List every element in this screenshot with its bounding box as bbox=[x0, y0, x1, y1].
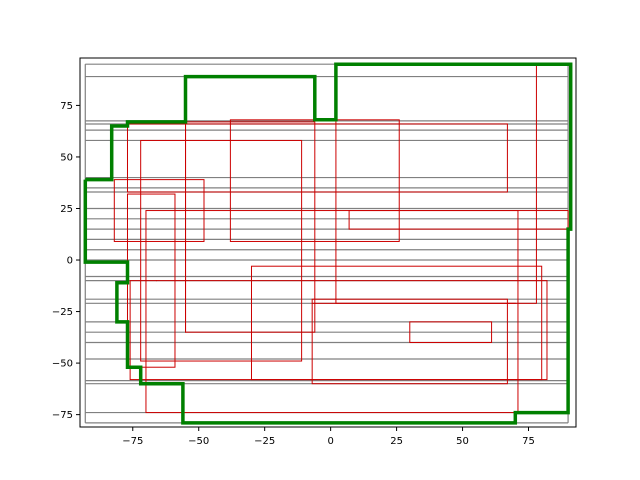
axes-frame bbox=[79, 57, 577, 428]
green-path bbox=[83, 62, 573, 425]
red-box-11 bbox=[126, 123, 508, 193]
x-axis: −75 −50 −25 0 25 50 75 bbox=[122, 427, 535, 447]
red-box-0 bbox=[145, 210, 519, 414]
y-tick-label: −75 bbox=[52, 410, 73, 421]
red-box-8 bbox=[311, 298, 508, 385]
x-tick-label: 75 bbox=[522, 436, 535, 447]
y-tick-label: 25 bbox=[60, 204, 73, 215]
y-tick-label: 0 bbox=[67, 256, 73, 267]
y-tick-label: −50 bbox=[52, 359, 73, 370]
x-tick-label: 0 bbox=[327, 436, 333, 447]
x-tick-label: 25 bbox=[390, 436, 403, 447]
red-box-10 bbox=[348, 210, 569, 230]
y-axis: −75 −50 −25 0 25 50 75 bbox=[52, 101, 80, 421]
red-box-1 bbox=[113, 179, 205, 242]
x-tick-label: −75 bbox=[122, 436, 143, 447]
y-tick-label: 75 bbox=[60, 101, 73, 112]
x-tick-label: 50 bbox=[456, 436, 469, 447]
red-box-3 bbox=[140, 139, 303, 362]
plot-content bbox=[83, 62, 573, 425]
red-box-14 bbox=[409, 321, 493, 343]
y-tick-label: −25 bbox=[52, 307, 73, 318]
x-tick-label: −50 bbox=[188, 436, 209, 447]
red-box-7 bbox=[250, 265, 543, 381]
y-tick-label: 50 bbox=[60, 152, 73, 163]
x-tick-label: −25 bbox=[254, 436, 275, 447]
